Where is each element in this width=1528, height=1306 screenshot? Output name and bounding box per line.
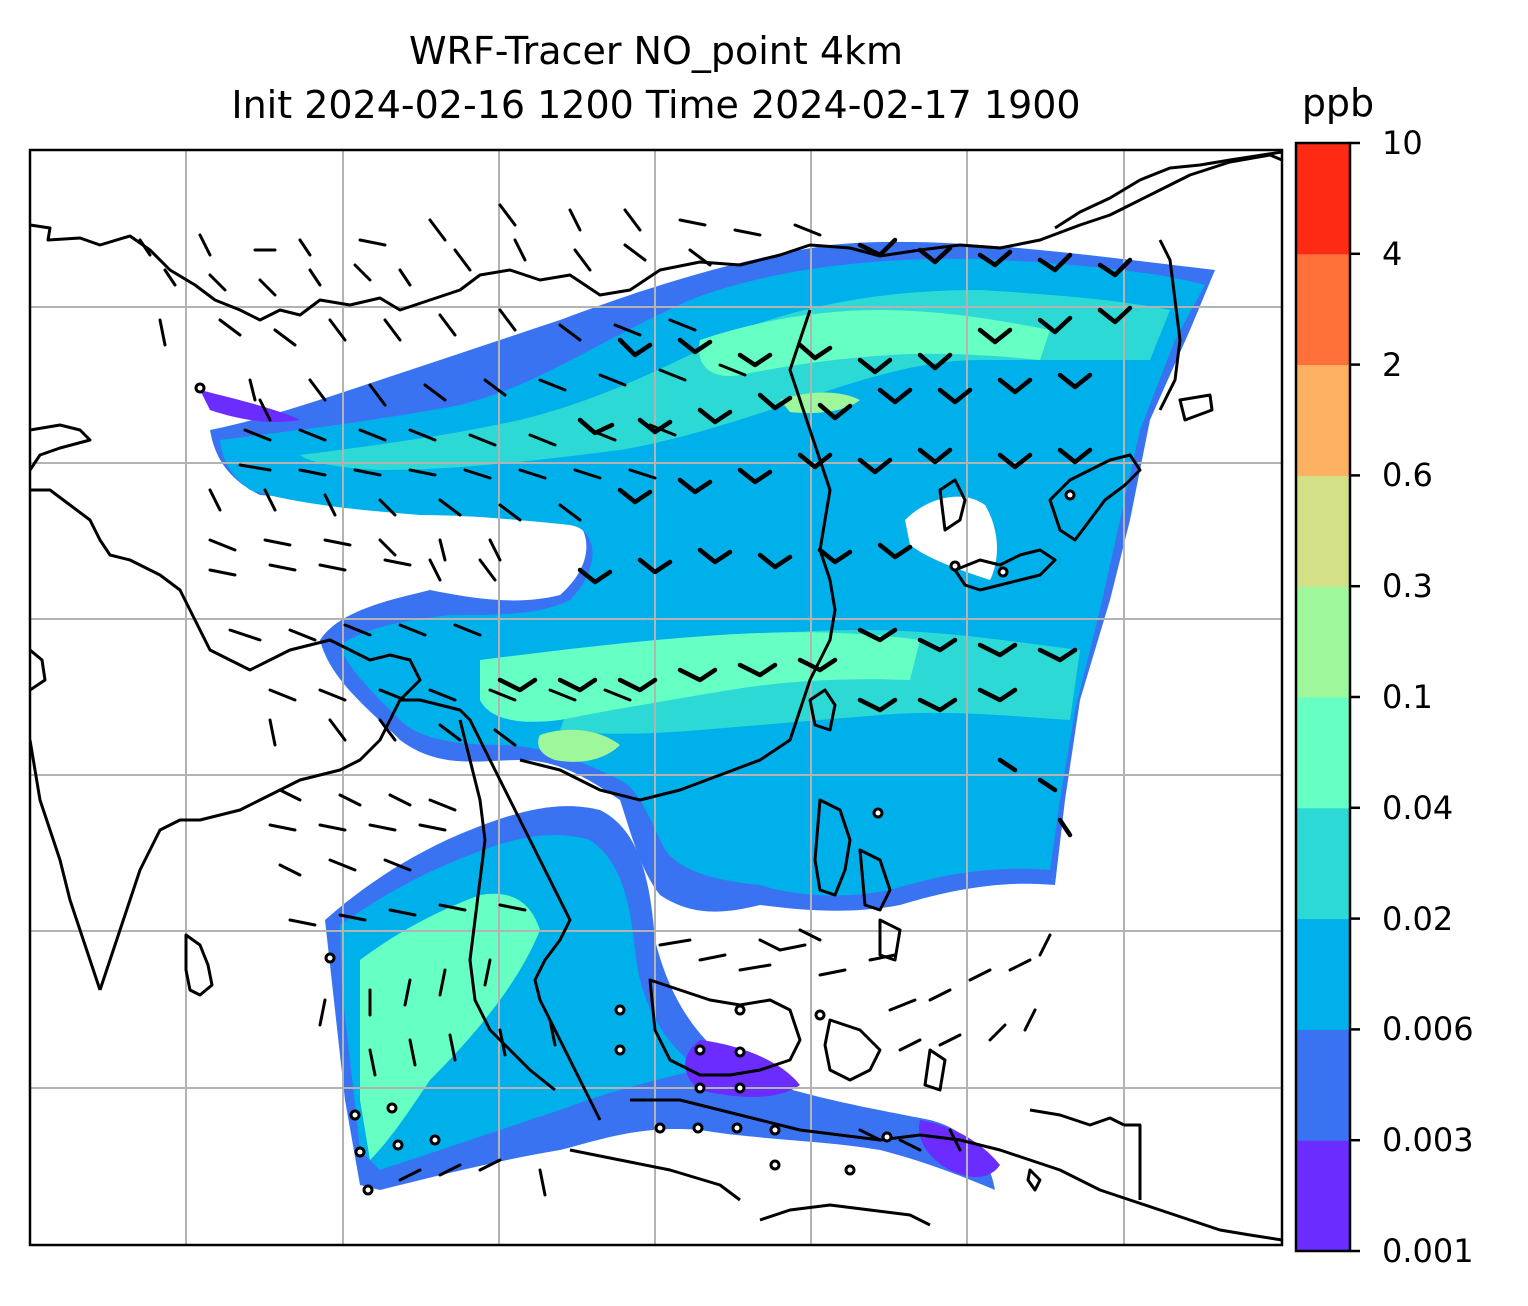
map-title-line1: WRF-Tracer NO_point 4km: [408, 29, 904, 73]
colorbar-segment: [1296, 1140, 1350, 1252]
colorbar-frame: [1294, 141, 1352, 1253]
map-frame: [28, 148, 1284, 1247]
calm-markers: [194, 382, 1076, 1196]
colorbar-segment: [1296, 1029, 1350, 1141]
coastlines: [30, 150, 1282, 1242]
colorbar-tick-label: 0.6: [1382, 456, 1433, 495]
colorbar-segment: [1296, 586, 1350, 698]
colorbar-tick-label: 0.04: [1382, 788, 1454, 827]
colorbar-segment: [1296, 253, 1350, 366]
colorbar-segment: [1296, 918, 1350, 1030]
colorbar-tick-label: 0.006: [1382, 1010, 1474, 1049]
colorbar-segment: [1296, 697, 1350, 809]
colorbar-tick-label: 0.02: [1382, 899, 1454, 938]
colorbar-tick-label: 0.1: [1382, 678, 1433, 716]
colorbar-tick-label: 0.3: [1382, 567, 1433, 606]
colorbar-unit-label: ppb: [1301, 81, 1375, 125]
tracer-field: [200, 241, 1215, 1190]
colorbar: [1296, 141, 1360, 1253]
colorbar-tick-label: 0.001: [1382, 1232, 1474, 1270]
colorbar-segment: [1296, 475, 1350, 587]
colorbar-tick-label: 4: [1382, 234, 1403, 273]
colorbar-segment: [1296, 364, 1350, 476]
map-title-line2: Init 2024-02-16 1200 Time 2024-02-17 190…: [231, 83, 1081, 127]
colorbar-tick-label: 0.003: [1382, 1121, 1474, 1160]
colorbar-segment: [1296, 143, 1350, 255]
colorbar-segment: [1296, 807, 1350, 920]
map-area: [30, 150, 1282, 1245]
colorbar-tick-label: 2: [1382, 345, 1403, 384]
wind-barbs-flagged: [497, 237, 1133, 838]
colorbar-tick-label: 10: [1382, 124, 1423, 162]
wind-barbs: [138, 203, 1052, 1197]
